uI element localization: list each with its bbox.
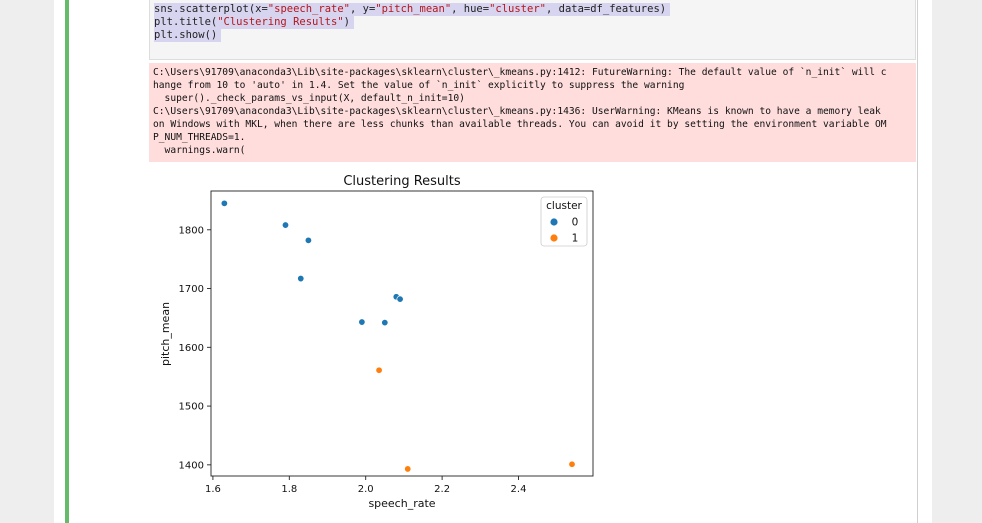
cell-selection-bar[interactable]: [65, 0, 69, 523]
y-tick-label: 1500: [179, 402, 204, 413]
code-token: sns.scatterplot(x=: [154, 3, 268, 15]
stderr-line: super()._check_params_vs_input(X, defaul…: [153, 93, 465, 104]
x-tick-label: 2.4: [511, 484, 527, 495]
stderr-line: hange from 10 to 'auto' in 1.4. Set the …: [153, 80, 685, 91]
code-token: ): [343, 16, 350, 28]
stderr-output: C:\Users\91709\anaconda3\Lib\site-packag…: [149, 63, 916, 162]
code-string: "Clustering Results": [217, 16, 344, 28]
y-tick-label: 1700: [179, 284, 204, 295]
y-axis-label: pitch_mean: [159, 302, 172, 366]
legend-marker-0: [550, 218, 558, 226]
y-tick-label: 1800: [179, 225, 204, 236]
data-point-cluster-1: [568, 460, 576, 468]
notebook-cell: sns.scatterplot(x="speech_rate", y="pitc…: [54, 0, 932, 523]
code-editor[interactable]: sns.scatterplot(x="speech_rate", y="pitc…: [149, 0, 916, 60]
data-point-cluster-0: [220, 199, 228, 207]
x-tick-label: 2.0: [358, 484, 374, 495]
y-tick-label: 1600: [179, 343, 204, 354]
code-line-3[interactable]: plt.show(): [154, 29, 222, 42]
legend-marker-1: [550, 234, 558, 242]
data-point-cluster-0: [304, 236, 312, 244]
legend: cluster 0 1: [540, 196, 588, 247]
legend-label-0: 0: [572, 217, 579, 229]
stderr-line: C:\Users\91709\anaconda3\Lib\site-packag…: [153, 106, 881, 117]
stderr-line: warnings.warn(: [153, 145, 246, 156]
chart-title: Clustering Results: [343, 174, 461, 189]
stderr-line: C:\Users\91709\anaconda3\Lib\site-packag…: [153, 67, 887, 78]
code-token: plt.title(: [154, 16, 218, 28]
stderr-line: P_NUM_THREADS=1.: [153, 132, 246, 143]
legend-label-1: 1: [572, 233, 579, 245]
x-axis: 1.6 1.8 2.0 2.2 2.4: [205, 476, 527, 495]
data-point-cluster-0: [396, 295, 404, 303]
x-axis-label: speech_rate: [368, 497, 435, 510]
code-string: "speech_rate": [267, 3, 350, 15]
data-point-cluster-0: [297, 275, 305, 283]
data-point-cluster-0: [358, 318, 366, 326]
data-point-cluster-0: [281, 221, 289, 229]
data-points: [220, 199, 576, 473]
scatter-chart: Clustering Results 14001500160017001800 …: [159, 174, 594, 510]
legend-title: cluster: [546, 200, 582, 212]
data-point-cluster-1: [404, 465, 412, 473]
cell-border: [917, 0, 918, 523]
plot-output: Clustering Results 1400 1500 1600 1700 1800 …: [149, 168, 609, 518]
code-token: plt.show(): [154, 29, 218, 41]
code-token: , hue=: [451, 3, 490, 15]
x-tick-label: 1.6: [205, 484, 221, 495]
code-line-1[interactable]: sns.scatterplot(x="speech_rate", y="pitc…: [154, 3, 671, 16]
stderr-line: on Windows with MKL, when there are less…: [153, 119, 887, 130]
y-tick-label: 1400: [179, 460, 204, 471]
x-tick-label: 2.2: [434, 484, 450, 495]
data-point-cluster-0: [381, 319, 389, 327]
code-string: "pitch_mean": [375, 3, 452, 15]
legend-box: [540, 196, 588, 247]
data-point-cluster-1: [375, 366, 383, 374]
code-string: "cluster": [489, 3, 546, 15]
y-axis: 1400 1500 1600 1700 1800: [179, 225, 211, 471]
code-line-2[interactable]: plt.title("Clustering Results"): [154, 16, 354, 29]
plot-area: [210, 190, 594, 477]
code-token: , y=: [349, 3, 376, 15]
code-token: , data=df_features): [545, 3, 667, 15]
x-tick-label: 1.8: [281, 484, 297, 495]
